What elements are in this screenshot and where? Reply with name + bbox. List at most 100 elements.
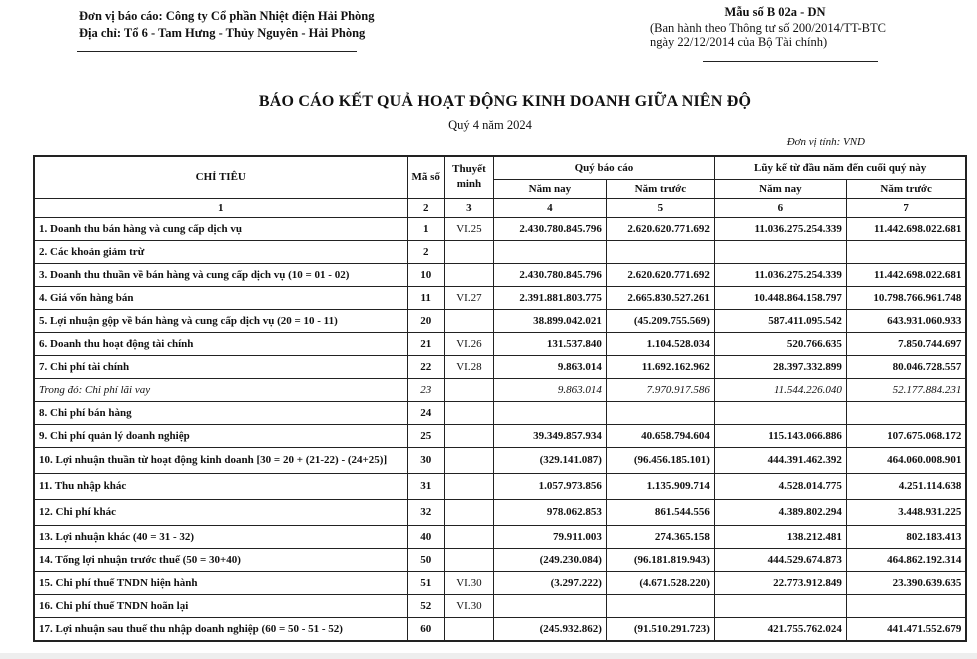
row-label: 2. Các khoản giảm trừ [33,239,408,264]
company-name: Đơn vị báo cáo: Công ty Cổ phần Nhiệt đi… [79,9,375,23]
row-code: 25 [406,423,445,448]
row-label: 6. Doanh thu hoạt động tài chính [33,331,408,356]
quarter-this-year-value: 2.430.780.845.796 [492,262,607,287]
quarter-last-year-value: 40.658.794.604 [605,423,715,448]
header-ytd: Lũy kế từ đầu năm đến cuối quý này [713,155,967,180]
column-number: 7 [845,197,967,218]
divider [77,51,357,52]
quarter-last-year-value: 7.970.917.586 [605,377,715,402]
table-row: 10. Lợi nhuận thuần từ hoạt động kinh do… [33,446,967,474]
row-note: VI.27 [443,285,494,310]
ytd-this-year-value: 4.528.014.775 [713,472,847,500]
row-code: 2 [406,239,445,264]
row-note [443,547,494,572]
quarter-last-year-value: (91.510.291.723) [605,616,715,641]
row-note [443,472,494,500]
quarter-this-year-value: 9.863.014 [492,377,607,402]
table-row: 13. Lợi nhuận khác (40 = 31 - 32) 40 79.91… [33,524,967,549]
header-indicator: CHỈ TIÊU [33,155,408,199]
row-label: 16. Chi phí thuế TNDN hoãn lại [33,593,408,618]
row-code: 51 [406,570,445,595]
issued-by-line-1: (Ban hành theo Thông tư số 200/2014/TT-B… [650,21,886,35]
row-note [443,616,494,641]
quarter-this-year-value: 978.062.853 [492,498,607,526]
header-ytd-this-year: Năm nay [713,178,847,199]
row-label: 12. Chi phí khác [33,498,408,526]
quarter-this-year-value: (249.230.084) [492,547,607,572]
quarter-last-year-value: 11.692.162.962 [605,354,715,379]
row-note [443,400,494,425]
row-note: VI.26 [443,331,494,356]
quarter-last-year-value: (4.671.528.220) [605,570,715,595]
divider [703,61,878,62]
table-row: 17. Lợi nhuận sau thuế thu nhập doanh ng… [33,616,967,641]
row-label: 5. Lợi nhuận gộp về bán hàng và cung cấp… [33,308,408,333]
row-code: 1 [406,216,445,241]
ytd-last-year-value: 464.060.008.901 [845,446,967,474]
quarter-this-year-value: 2.430.780.845.796 [492,216,607,241]
quarter-this-year-value: 9.863.014 [492,354,607,379]
ytd-this-year-value: 138.212.481 [713,524,847,549]
quarter-this-year-value [492,400,607,425]
column-number: 1 [33,197,408,218]
ytd-last-year-value: 464.862.192.314 [845,547,967,572]
column-number: 4 [492,197,607,218]
ytd-this-year-value: 520.766.635 [713,331,847,356]
quarter-last-year-value: (96.456.185.101) [605,446,715,474]
quarter-last-year-value: (45.209.755.569) [605,308,715,333]
quarter-last-year-value: 2.620.620.771.692 [605,216,715,241]
page-bottom-margin [0,653,977,659]
header-ytd-last-year: Năm trước [845,178,967,199]
quarter-this-year-value: (245.932.862) [492,616,607,641]
income-statement-table: CHỈ TIÊU Mã số Thuyết minh Quý báo cáo L… [33,155,968,642]
row-code: 31 [406,472,445,500]
row-label: 10. Lợi nhuận thuần từ hoạt động kinh do… [33,446,408,474]
table-row: 6. Doanh thu hoạt động tài chính 21 VI.26 1… [33,331,967,356]
report-title: BÁO CÁO KẾT QUẢ HOẠT ĐỘNG KINH DOANH GIỮ… [258,93,752,110]
ytd-last-year-value: 107.675.068.172 [845,423,967,448]
row-code: 60 [406,616,445,641]
row-label: 4. Giá vốn hàng bán [33,285,408,310]
header-quarter-this-year: Năm nay [492,178,607,199]
ytd-last-year-value [845,593,967,618]
table-row: 2. Các khoản giảm trừ 2 [33,239,967,264]
currency-unit: Đơn vị tính: VND [786,136,865,148]
ytd-last-year-value [845,400,967,425]
quarter-last-year-value: 861.544.556 [605,498,715,526]
ytd-last-year-value: 11.442.698.022.681 [845,262,967,287]
ytd-last-year-value: 441.471.552.679 [845,616,967,641]
row-code: 11 [406,285,445,310]
row-code: 24 [406,400,445,425]
table-row: Trong đó: Chi phí lãi vay 23 9.863.014 7.97… [33,377,967,402]
row-note: VI.25 [443,216,494,241]
quarter-last-year-value: (96.181.819.943) [605,547,715,572]
ytd-last-year-value [845,239,967,264]
row-note [443,446,494,474]
row-label: 1. Doanh thu bán hàng và cung cấp dịch v… [33,216,408,241]
table-row: 16. Chi phí thuế TNDN hoãn lại 52 VI.30 [33,593,967,618]
quarter-this-year-value [492,593,607,618]
row-note [443,377,494,402]
row-note [443,498,494,526]
issued-by-line-2: ngày 22/12/2014 của Bộ Tài chính) [650,35,828,49]
column-number: 6 [713,197,847,218]
ytd-this-year-value [713,400,847,425]
row-note [443,239,494,264]
row-note: VI.30 [443,593,494,618]
ytd-last-year-value: 7.850.744.697 [845,331,967,356]
row-label: 14. Tổng lợi nhuận trước thuế (50 = 30+4… [33,547,408,572]
ytd-last-year-value: 10.798.766.961.748 [845,285,967,310]
table-row: 9. Chi phí quản lý doanh nghiệp 25 39.349.… [33,423,967,448]
header-quarter-last-year: Năm trước [605,178,715,199]
quarter-last-year-value: 1.104.528.034 [605,331,715,356]
row-label: 8. Chi phí bán hàng [33,400,408,425]
header-note: Thuyết minh [443,155,494,199]
row-label: 3. Doanh thu thuần về bán hàng và cung c… [33,262,408,287]
row-code: 50 [406,547,445,572]
ytd-this-year-value [713,239,847,264]
company-address: Địa chỉ: Tổ 6 - Tam Hưng - Thủy Nguyên -… [79,26,366,40]
quarter-this-year-value: (329.141.087) [492,446,607,474]
quarter-this-year-value: 79.911.003 [492,524,607,549]
ytd-this-year-value: 22.773.912.849 [713,570,847,595]
row-label: 13. Lợi nhuận khác (40 = 31 - 32) [33,524,408,549]
